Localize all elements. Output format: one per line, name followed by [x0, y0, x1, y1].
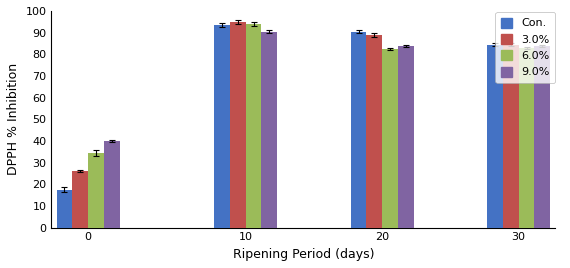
Bar [519, 48, 535, 228]
Legend: Con., 3.0%, 6.0%, 9.0%: Con., 3.0%, 6.0%, 9.0% [495, 12, 555, 83]
Bar [535, 46, 550, 228]
Bar [351, 32, 367, 228]
Bar [487, 44, 503, 228]
Bar [56, 190, 72, 228]
Bar [230, 22, 246, 228]
Bar [88, 153, 104, 228]
X-axis label: Ripening Period (days): Ripening Period (days) [233, 248, 374, 261]
Bar [398, 46, 414, 228]
Bar [262, 32, 277, 228]
Bar [214, 25, 230, 228]
Bar [382, 49, 398, 228]
Y-axis label: DPPH % Inhibition: DPPH % Inhibition [7, 63, 20, 175]
Bar [246, 24, 262, 228]
Bar [104, 141, 120, 228]
Bar [72, 171, 88, 228]
Bar [503, 44, 519, 228]
Bar [367, 35, 382, 228]
